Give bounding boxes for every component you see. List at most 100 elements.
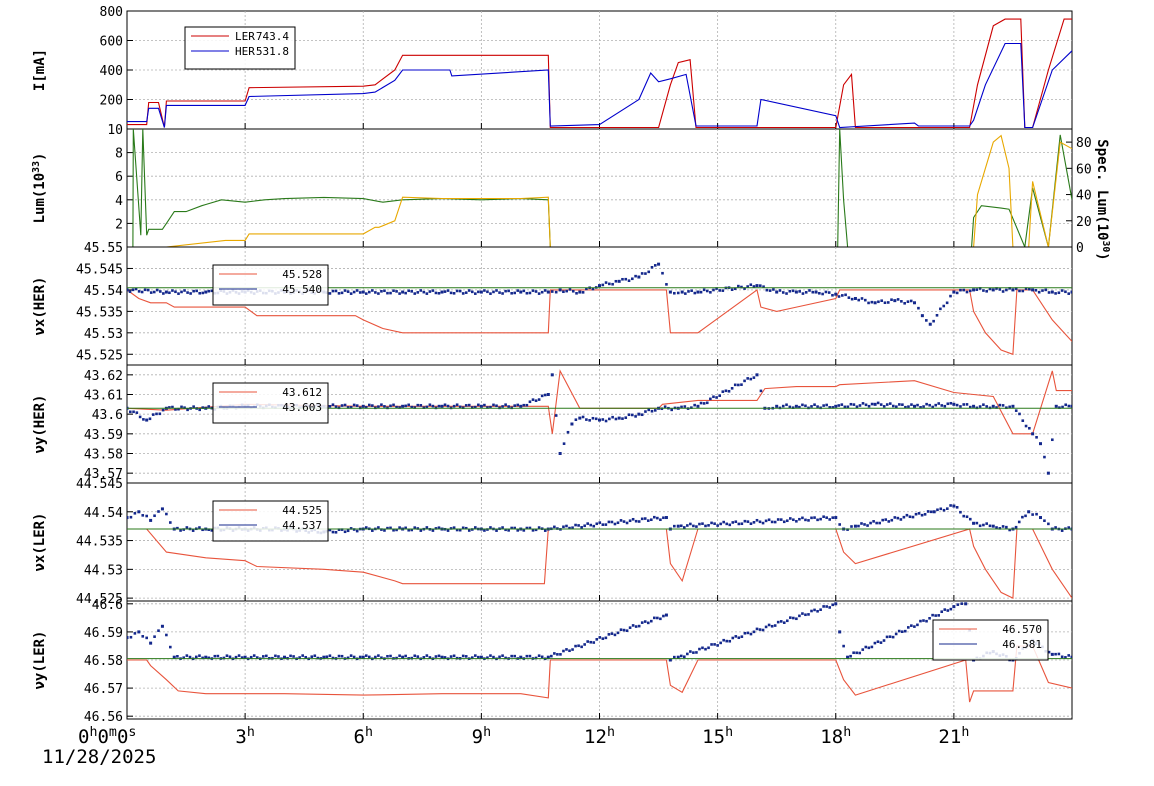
data-point	[943, 404, 947, 408]
data-point	[349, 292, 353, 295]
data-point	[622, 628, 626, 632]
data-point	[137, 510, 141, 514]
data-point	[1035, 512, 1038, 516]
data-point	[595, 638, 599, 641]
data-point	[621, 277, 624, 281]
data-point	[782, 520, 786, 524]
data-point	[679, 524, 683, 528]
data-point	[695, 525, 698, 528]
data-point	[425, 526, 429, 529]
data-point	[519, 404, 523, 408]
data-point	[870, 402, 874, 406]
data-point	[824, 290, 828, 294]
data-point	[225, 654, 229, 658]
data-point	[570, 422, 574, 426]
data-point	[313, 654, 317, 658]
panel-nux_her: 45.525 45.53 45.535 45.54 45.545 45.55 νx(HER)…	[32, 241, 1073, 366]
data-point	[719, 522, 722, 526]
data-point	[589, 640, 593, 644]
data-point	[995, 406, 998, 409]
data-point	[368, 290, 371, 294]
data-point	[909, 299, 913, 303]
data-point	[498, 291, 501, 294]
legend-value: 46.581	[1002, 638, 1042, 651]
data-point	[171, 405, 174, 409]
series-ler	[127, 18, 1072, 129]
data-point	[725, 639, 729, 643]
data-point	[169, 521, 172, 524]
data-point	[939, 507, 943, 511]
data-point	[1031, 288, 1035, 292]
data-point	[1064, 290, 1067, 294]
data-point	[169, 645, 172, 649]
data-point	[740, 635, 744, 638]
data-point	[900, 630, 904, 634]
data-point	[349, 654, 353, 657]
data-point	[878, 521, 881, 525]
data-point	[528, 654, 532, 658]
data-point	[204, 290, 208, 294]
data-point	[141, 514, 145, 517]
data-point	[316, 656, 320, 660]
data-point	[923, 513, 927, 516]
data-point	[578, 416, 582, 420]
data-point	[334, 289, 338, 293]
data-point	[531, 529, 535, 532]
y-tick-label: 44.545	[76, 477, 123, 492]
data-point	[140, 290, 144, 294]
data-point	[838, 630, 842, 634]
data-point	[568, 288, 572, 291]
data-point	[867, 646, 871, 650]
data-point	[1054, 652, 1057, 656]
data-point	[383, 405, 386, 408]
data-point	[857, 524, 860, 528]
data-point	[818, 291, 821, 295]
data-point	[179, 529, 182, 532]
data-point	[127, 636, 129, 640]
data-point	[492, 403, 495, 407]
data-point	[277, 655, 280, 658]
data-point	[631, 624, 635, 627]
data-point	[422, 656, 426, 659]
data-point	[1070, 404, 1072, 408]
data-point	[773, 520, 777, 524]
data-point	[586, 522, 589, 525]
data-point	[328, 654, 332, 658]
data-point	[962, 514, 966, 518]
y-tick-label: 2	[115, 217, 123, 232]
data-point	[616, 631, 620, 635]
data-point	[583, 524, 586, 528]
data-point	[537, 526, 541, 529]
data-point	[419, 404, 423, 407]
data-point	[668, 290, 672, 294]
legend-value: 44.537	[282, 519, 322, 532]
data-point	[710, 643, 713, 646]
data-point	[322, 655, 326, 659]
data-point	[289, 654, 292, 658]
y-tick-label: 43.58	[84, 448, 123, 463]
legend-value: 43.612	[282, 386, 322, 399]
data-point	[389, 526, 392, 530]
y-tick-label: 46.58	[84, 654, 123, 669]
data-point	[395, 528, 398, 532]
data-point	[804, 291, 808, 294]
data-point	[489, 526, 492, 529]
data-point	[141, 635, 145, 638]
data-point	[749, 632, 753, 636]
data-point	[395, 405, 398, 409]
data-point	[690, 289, 693, 292]
data-point	[349, 527, 353, 530]
data-point	[772, 288, 775, 291]
legend-box	[212, 500, 329, 542]
y-tick-label: 45.535	[76, 305, 123, 320]
data-point	[483, 529, 486, 532]
data-point	[810, 609, 813, 613]
data-point	[749, 283, 753, 287]
data-point	[949, 607, 953, 611]
data-point	[337, 654, 341, 658]
data-point	[452, 292, 456, 295]
data-point	[180, 405, 183, 409]
data-point	[1031, 432, 1035, 436]
data-point	[821, 292, 824, 296]
data-point	[343, 530, 347, 534]
